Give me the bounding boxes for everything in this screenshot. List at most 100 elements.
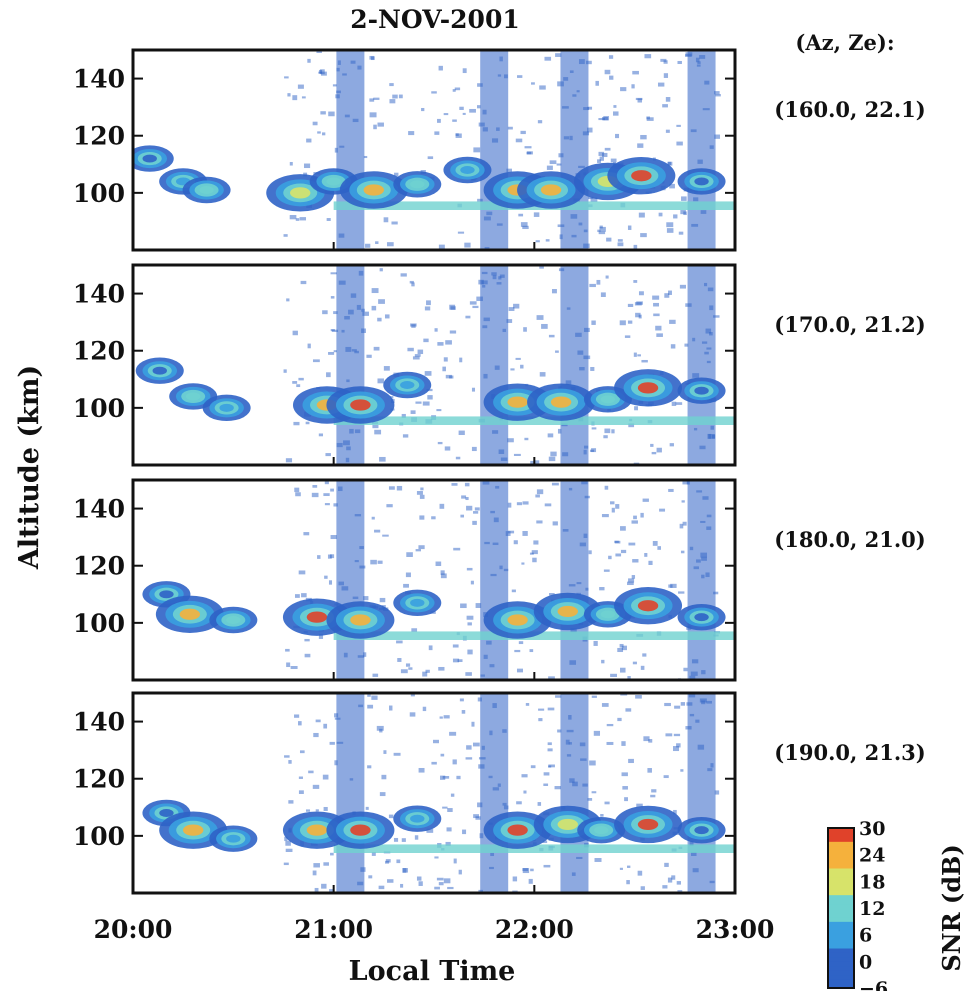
noise-speck	[627, 581, 634, 586]
noise-speck	[617, 717, 622, 722]
colorbar-segment	[828, 921, 854, 927]
noise-speck	[699, 55, 706, 59]
noise-speck	[663, 73, 669, 78]
noise-speck	[589, 760, 596, 766]
noise-speck	[599, 587, 605, 591]
noise-speck	[583, 355, 591, 360]
noise-speck	[666, 228, 674, 233]
noise-speck	[422, 671, 428, 677]
noise-speck	[656, 333, 663, 337]
noise-speck	[435, 561, 442, 567]
noise-speck	[511, 589, 516, 593]
noise-speck	[576, 856, 583, 860]
echo-blob	[677, 603, 726, 631]
noise-speck	[578, 59, 585, 65]
noise-speck	[599, 156, 604, 161]
colorbar-segment	[828, 952, 854, 958]
noise-speck	[494, 365, 500, 370]
noise-speck	[670, 583, 677, 588]
noise-speck	[284, 755, 290, 758]
noise-speck	[513, 453, 521, 456]
noise-speck	[465, 672, 472, 676]
noise-speck	[354, 429, 361, 434]
noise-speck	[637, 143, 644, 148]
noise-speck	[709, 880, 715, 884]
noise-speck	[695, 719, 700, 723]
colorbar-label: SNR (dB)	[937, 844, 966, 971]
noise-speck	[318, 433, 324, 437]
noise-speck	[593, 730, 601, 736]
noise-speck	[396, 485, 403, 491]
noise-speck	[452, 644, 459, 648]
noise-speck	[530, 460, 534, 465]
noise-speck	[682, 521, 687, 526]
noise-speck	[702, 496, 709, 500]
noise-speck	[389, 99, 396, 104]
x-tick-label: 22:00	[495, 915, 574, 944]
noise-speck	[705, 328, 712, 334]
echo-blob	[202, 394, 251, 422]
noise-speck	[393, 837, 399, 842]
noise-speck	[697, 61, 701, 65]
noise-speck	[345, 346, 352, 352]
noise-speck	[693, 427, 698, 431]
noise-speck	[363, 652, 367, 657]
noise-speck	[287, 93, 291, 97]
noise-speck	[486, 640, 492, 645]
noise-speck	[322, 774, 329, 780]
noise-speck	[418, 545, 425, 550]
echo-blob	[677, 816, 726, 844]
noise-speck	[692, 337, 696, 342]
noise-speck	[332, 84, 337, 87]
noise-speck	[320, 111, 326, 115]
noise-speck	[679, 523, 684, 529]
noise-speck	[295, 492, 301, 497]
noise-speck	[379, 268, 383, 272]
noise-speck	[547, 748, 553, 752]
interference-band	[336, 480, 365, 680]
noise-speck	[499, 56, 503, 62]
noise-speck	[333, 311, 338, 315]
noise-speck	[568, 584, 576, 587]
echo-blob	[169, 383, 218, 410]
colorbar-segment	[828, 850, 854, 856]
noise-speck	[357, 65, 362, 70]
noise-speck	[604, 69, 611, 75]
noise-speck	[342, 73, 347, 76]
noise-speck	[522, 868, 530, 874]
noise-speck	[502, 328, 507, 333]
noise-speck	[481, 271, 488, 275]
noise-speck	[371, 305, 377, 311]
noise-speck	[377, 560, 383, 564]
noise-speck	[507, 126, 513, 130]
noise-speck	[439, 503, 445, 509]
noise-speck	[590, 197, 598, 202]
noise-speck	[434, 856, 439, 859]
noise-speck	[714, 134, 721, 139]
noise-speck	[329, 554, 335, 559]
noise-speck	[358, 270, 364, 276]
noise-speck	[673, 746, 680, 752]
noise-speck	[526, 151, 533, 155]
noise-speck	[322, 310, 328, 315]
noise-speck	[327, 554, 332, 559]
noise-speck	[330, 535, 337, 540]
noise-speck	[547, 433, 554, 438]
noise-speck	[690, 671, 698, 676]
y-tick-label: 120	[73, 337, 125, 366]
noise-speck	[514, 649, 521, 653]
noise-speck	[498, 276, 502, 280]
noise-speck	[477, 83, 483, 87]
noise-speck	[397, 658, 402, 662]
noise-speck	[303, 163, 311, 169]
noise-speck	[538, 718, 543, 722]
noise-speck	[371, 288, 379, 294]
noise-speck	[449, 304, 456, 310]
noise-speck	[307, 58, 311, 63]
noise-speck	[341, 329, 345, 333]
noise-speck	[515, 357, 521, 360]
noise-speck	[401, 413, 406, 418]
noise-speck	[625, 708, 632, 712]
noise-speck	[571, 234, 577, 238]
echo-blob	[393, 171, 442, 198]
